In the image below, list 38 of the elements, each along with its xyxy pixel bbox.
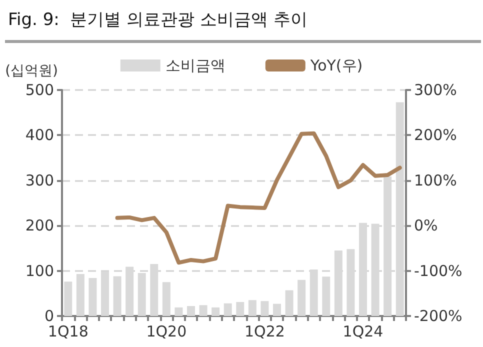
y2-tick-label: -100% xyxy=(414,262,462,280)
y-tick-label: 0 xyxy=(44,307,54,325)
y-tick-label: 200 xyxy=(25,216,54,235)
bar xyxy=(113,276,122,316)
bar xyxy=(236,302,244,316)
y2-tick-label: -200% xyxy=(414,307,462,325)
bar xyxy=(162,282,170,316)
bar xyxy=(64,282,72,316)
line-series xyxy=(115,131,402,265)
legend-label: 소비금액 xyxy=(165,56,226,74)
bar xyxy=(285,290,294,316)
y2-tick-label: 0% xyxy=(414,216,438,235)
bar xyxy=(273,304,281,316)
x-tick-label: 1Q20 xyxy=(146,322,187,340)
legend-label: YoY(우) xyxy=(309,56,363,74)
chart-title: Fig. 9: 분기별 의료관광 소비금액 추이 xyxy=(8,9,308,31)
y-tick-label: 500 xyxy=(25,81,54,99)
y-axis-title: (십억원) xyxy=(5,63,58,79)
y2-tick-label: 100% xyxy=(414,171,457,190)
bar xyxy=(187,306,195,316)
bar xyxy=(248,300,256,316)
y2-tick-label: 200% xyxy=(414,126,457,144)
bar xyxy=(199,305,208,316)
bar xyxy=(88,278,97,316)
x-tick-label: 1Q18 xyxy=(48,322,88,340)
bar xyxy=(76,274,84,316)
bar xyxy=(224,303,232,316)
x-tick-label: 1Q22 xyxy=(244,322,285,340)
y-tick-label: 100 xyxy=(25,262,54,280)
bar xyxy=(322,276,330,316)
x-tick-label: 1Q24 xyxy=(342,322,384,340)
y-tick-label: 300 xyxy=(25,171,54,190)
bar xyxy=(298,280,306,316)
y2-tick-label: 300% xyxy=(414,81,457,99)
bar xyxy=(260,301,269,316)
bar xyxy=(212,307,220,316)
bar xyxy=(174,307,183,316)
y-tick-label: 400 xyxy=(25,126,54,144)
